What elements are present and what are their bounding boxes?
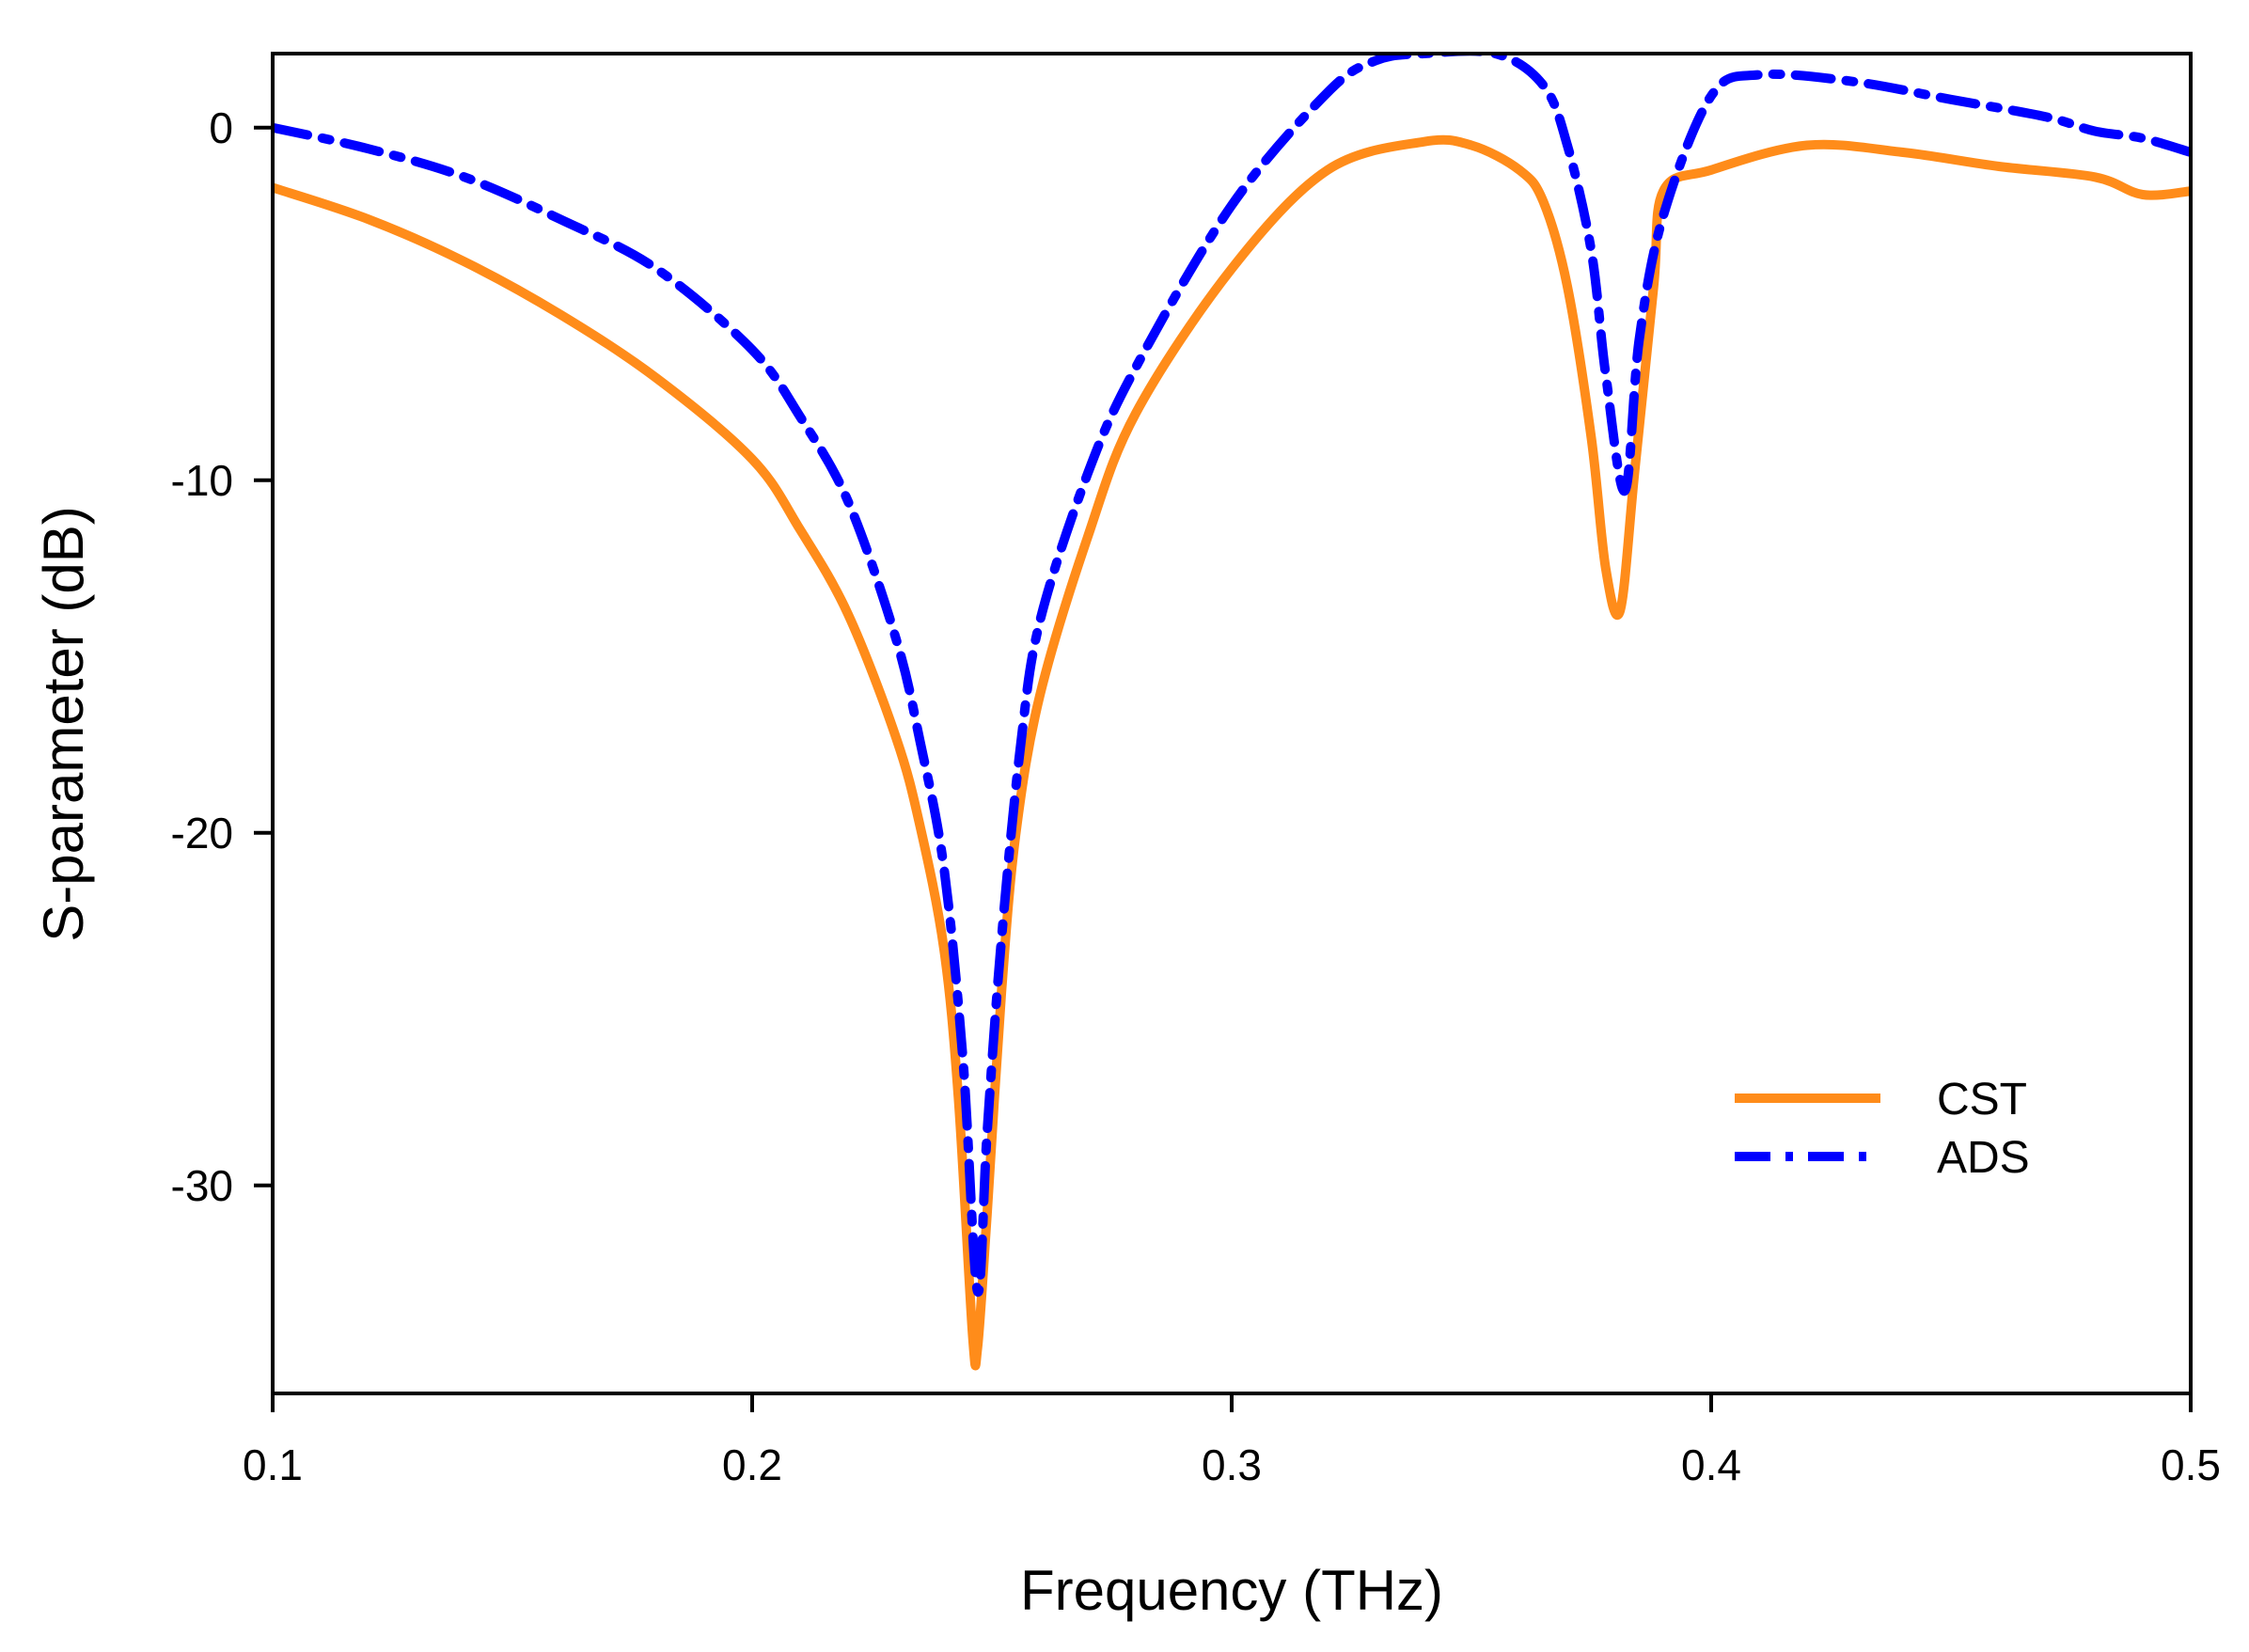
plot-area (271, 52, 2193, 1395)
y-tick-label: -10 (171, 456, 233, 505)
y-tick-label: 0 (209, 103, 233, 152)
x-axis: 0.1 0.2 0.3 0.4 0.5 (243, 1393, 2221, 1489)
series-line-cst (273, 134, 2191, 1371)
x-tick-label: 0.5 (2161, 1440, 2221, 1489)
x-tick-label: 0.3 (1202, 1440, 1262, 1489)
x-axis-title: Frequency (THz) (1020, 1559, 1443, 1622)
x-tick-label: 0.1 (243, 1440, 303, 1489)
y-tick-label: -20 (171, 809, 233, 857)
y-axis: 0 -10 -20 -30 (171, 103, 273, 1210)
y-axis-title: S-parameter (dB) (32, 506, 95, 941)
y-tick-label: -30 (171, 1161, 233, 1210)
x-tick-label: 0.2 (722, 1440, 782, 1489)
series-line-ads (273, 54, 2191, 1298)
plot-frame (271, 52, 2193, 1395)
legend-label-cst: CST (1937, 1075, 2027, 1125)
series-layer (273, 54, 2191, 1371)
legend: CST ADS (1735, 1075, 2030, 1183)
legend-label-ads: ADS (1937, 1133, 2030, 1183)
x-tick-label: 0.4 (1681, 1440, 1741, 1489)
